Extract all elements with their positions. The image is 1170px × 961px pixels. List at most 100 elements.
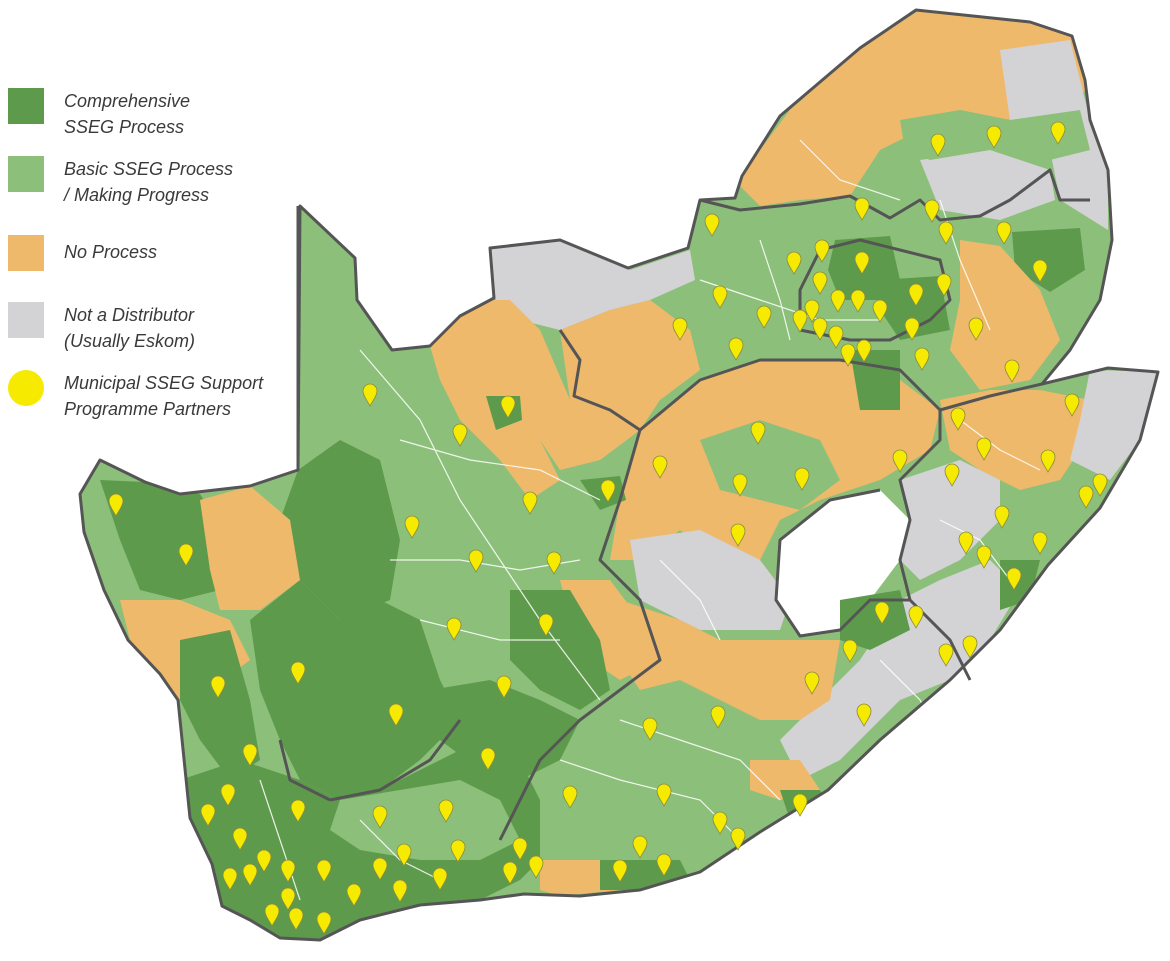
partner-marker-icon <box>1064 393 1080 417</box>
partner-marker-icon <box>562 785 578 809</box>
partner-marker-icon <box>432 867 448 891</box>
partner-marker-icon <box>914 347 930 371</box>
partner-marker-icon <box>372 805 388 829</box>
partner-marker-icon <box>538 613 554 637</box>
partner-marker-icon <box>642 717 658 741</box>
partner-marker-icon <box>600 479 616 503</box>
partner-marker-icon <box>976 437 992 461</box>
legend-item-partners: Municipal SSEG Support Programme Partner… <box>8 370 263 422</box>
partner-marker-icon <box>856 339 872 363</box>
partner-marker-icon <box>856 703 872 727</box>
legend-swatch-basic <box>8 156 44 192</box>
country-border <box>78 8 1160 942</box>
partner-marker-icon <box>468 549 484 573</box>
partner-marker-icon <box>950 407 966 431</box>
region-comprehensive <box>840 590 910 650</box>
legend-label-line: Programme Partners <box>64 399 232 419</box>
partner-marker-icon <box>396 843 412 867</box>
region-comprehensive <box>1012 228 1085 292</box>
partner-marker-icon <box>346 883 362 907</box>
partner-markers <box>108 121 1108 935</box>
partner-marker-icon <box>452 423 468 447</box>
partner-marker-icon <box>522 491 538 515</box>
partner-marker-icon <box>938 643 954 667</box>
partner-marker-icon <box>612 859 628 883</box>
legend-item-comprehensive: Comprehensive SSEG Process <box>8 88 190 140</box>
partner-marker-icon <box>1032 259 1048 283</box>
partner-marker-icon <box>756 305 772 329</box>
partner-marker-icon <box>874 601 890 625</box>
partner-marker-icon <box>828 325 844 349</box>
partner-marker-icon <box>438 799 454 823</box>
partner-marker-icon <box>1092 473 1108 497</box>
partner-marker-icon <box>1040 449 1056 473</box>
partner-marker-icon <box>904 317 920 341</box>
partner-marker-icon <box>288 907 304 931</box>
partner-marker-icon <box>854 251 870 275</box>
partner-marker-icon <box>502 861 518 885</box>
province-border <box>498 429 662 841</box>
partner-marker-icon <box>280 887 296 911</box>
partner-marker-icon <box>242 863 258 887</box>
partner-marker-icon <box>210 675 226 699</box>
region-comprehensive <box>180 630 260 780</box>
partner-marker-icon <box>362 383 378 407</box>
partner-marker-icon <box>996 221 1012 245</box>
partner-marker-icon <box>450 839 466 863</box>
region-basic <box>330 780 520 860</box>
partner-marker-icon <box>710 705 726 729</box>
partner-marker-icon <box>786 251 802 275</box>
partner-marker-icon <box>794 467 810 491</box>
partner-marker-icon <box>200 803 216 827</box>
region-not-distributor <box>1070 370 1158 480</box>
partner-marker-icon <box>372 857 388 881</box>
region-no-process <box>560 580 660 680</box>
province-border <box>939 382 1043 412</box>
partner-marker-icon <box>1006 567 1022 591</box>
region-comprehensive <box>100 480 230 600</box>
partner-marker-icon <box>108 493 124 517</box>
partner-marker-icon <box>290 799 306 823</box>
partner-marker-icon <box>316 911 332 935</box>
partner-marker-icon <box>728 337 744 361</box>
region-comprehensive <box>880 276 950 340</box>
region-no-process <box>200 486 300 610</box>
region-not-distributor <box>488 238 695 330</box>
region-no-process <box>620 600 840 720</box>
province-border <box>639 358 942 638</box>
legend-swatch-not-distributor <box>8 302 44 338</box>
partner-marker-icon <box>404 515 420 539</box>
legend-item-not-distributor: Not a Distributor (Usually Eskom) <box>8 302 195 354</box>
partner-marker-icon <box>994 505 1010 529</box>
partner-marker-icon <box>316 859 332 883</box>
provincial-boundaries <box>78 8 1160 942</box>
partner-marker-icon <box>854 197 870 221</box>
partner-marker-icon <box>976 545 992 569</box>
partner-marker-icon <box>264 903 280 927</box>
region-comprehensive <box>280 440 400 620</box>
legend-label-line: Basic SSEG Process <box>64 159 234 179</box>
partner-marker-icon <box>850 289 866 313</box>
region-comprehensive <box>430 680 580 780</box>
partner-marker-icon <box>872 299 888 323</box>
partner-marker-icon <box>500 395 516 419</box>
region-not-distributor <box>920 150 1055 220</box>
partner-marker-icon <box>652 455 668 479</box>
partner-marker-icon <box>480 747 496 771</box>
partner-marker-icon <box>792 309 808 333</box>
legend-marker-icon <box>8 370 44 406</box>
map-regions <box>80 10 1158 940</box>
partner-marker-icon <box>632 835 648 859</box>
partner-marker-icon <box>712 811 728 835</box>
partner-marker-icon <box>280 859 296 883</box>
partner-marker-icon <box>732 473 748 497</box>
province-border <box>278 739 331 802</box>
partner-marker-icon <box>712 285 728 309</box>
partner-marker-icon <box>930 133 946 157</box>
legend-item-basic: Basic SSEG Process / Making Progress <box>8 156 233 208</box>
lesotho-enclave <box>776 490 910 636</box>
legend-swatch-comprehensive <box>8 88 44 124</box>
partner-marker-icon <box>924 199 940 223</box>
partner-marker-icon <box>1050 121 1066 145</box>
legend-label-line: (Usually Eskom) <box>64 331 196 351</box>
